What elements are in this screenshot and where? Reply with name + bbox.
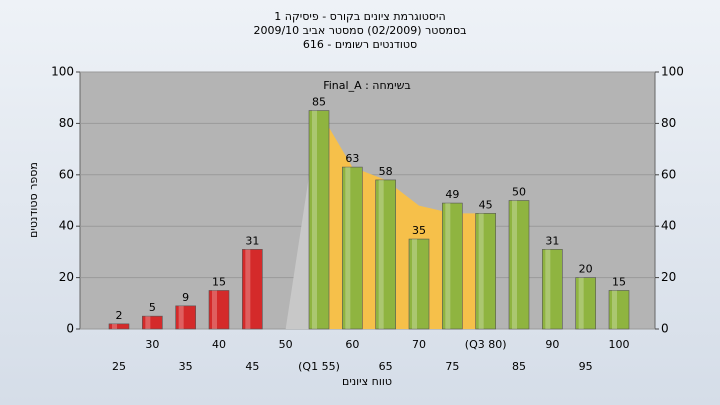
bar-highlight — [245, 249, 251, 329]
bar-highlight — [112, 323, 117, 329]
y-tick-label: 80 — [59, 116, 74, 130]
bar-highlight — [545, 249, 551, 329]
y2-tick-label: 0 — [661, 322, 669, 336]
chart-title: היסטוגרמת ציונים בקורס - פיסיקה 1 — [274, 10, 445, 23]
x-tick-label: 45 — [245, 360, 259, 373]
bar-highlight — [145, 316, 151, 329]
value-label: 15 — [612, 275, 626, 288]
value-label: 20 — [579, 263, 593, 276]
value-label: 31 — [545, 234, 559, 247]
bar-highlight — [212, 290, 217, 329]
bar-highlight — [578, 277, 584, 329]
value-label: 31 — [245, 234, 259, 247]
x-tick-label: 50 — [279, 338, 293, 351]
value-label: 2 — [116, 309, 123, 322]
bar — [608, 290, 630, 330]
bar-highlight — [612, 290, 617, 329]
y-axis-label: מספר סטודנטים — [27, 162, 40, 238]
x-tick-label: 60 — [345, 338, 359, 351]
value-label: 49 — [445, 188, 459, 201]
y2-tick-label: 60 — [661, 167, 676, 181]
bar — [375, 179, 396, 330]
bar — [575, 277, 596, 330]
y-tick-label: 60 — [59, 167, 74, 181]
bar — [175, 305, 196, 330]
value-label: 58 — [379, 165, 393, 178]
bar — [108, 323, 130, 330]
bar-highlight — [345, 167, 351, 329]
bar-highlight — [412, 239, 417, 329]
bar-highlight — [445, 203, 451, 329]
y2-tick-label: 40 — [661, 219, 676, 233]
bar — [342, 166, 363, 330]
chart-subtitle: סטודנטים רשומים - 616 — [303, 38, 417, 51]
bar — [408, 238, 430, 330]
x-tick-label: 95 — [579, 360, 593, 373]
bar — [308, 110, 330, 330]
x-tick-label: 65 — [379, 360, 393, 373]
x-tick-label: 90 — [545, 338, 559, 351]
x-axis-label: טווח ציונים — [342, 375, 392, 388]
annotation: בשימחה : Final_A — [323, 79, 411, 92]
x-tick-label: 40 — [212, 338, 226, 351]
x-tick-label: 100 — [609, 338, 630, 351]
value-label: 15 — [212, 275, 226, 288]
y2-tick-label: 80 — [661, 116, 676, 130]
bar — [142, 315, 163, 330]
x-tick-label: (Q3 80) — [465, 338, 507, 351]
value-label: 35 — [412, 224, 426, 237]
bar-highlight — [512, 200, 517, 329]
value-label: 63 — [345, 152, 359, 165]
y-tick-label: 100 — [51, 65, 74, 79]
y-tick-label: 40 — [59, 219, 74, 233]
x-tick-label: 30 — [145, 338, 159, 351]
bar — [475, 213, 496, 330]
y2-tick-label: 20 — [661, 270, 676, 284]
bar-highlight — [178, 305, 184, 329]
x-tick-label: 35 — [179, 360, 193, 373]
value-label: 85 — [312, 96, 326, 109]
bar — [508, 200, 530, 330]
x-tick-label: (Q1 55) — [298, 360, 340, 373]
chart-subtitle: בסמסטר (02/2009) סמסטר אביב 2009/10 — [253, 24, 466, 37]
bar-highlight — [478, 213, 484, 329]
x-tick-label: 70 — [412, 338, 426, 351]
value-label: 50 — [512, 186, 526, 199]
bar — [208, 290, 230, 330]
bar — [242, 249, 263, 330]
value-label: 45 — [479, 198, 493, 211]
bar — [442, 202, 463, 330]
value-label: 5 — [149, 301, 156, 314]
x-tick-label: 25 — [112, 360, 126, 373]
y-tick-label: 0 — [66, 322, 74, 336]
bar-highlight — [378, 179, 384, 329]
value-label: 9 — [182, 291, 189, 304]
x-tick-label: 75 — [445, 360, 459, 373]
y-tick-label: 20 — [59, 270, 74, 284]
y2-tick-label: 100 — [661, 65, 684, 79]
x-tick-label: 85 — [512, 360, 526, 373]
bar — [542, 249, 563, 330]
bar-highlight — [312, 110, 317, 329]
